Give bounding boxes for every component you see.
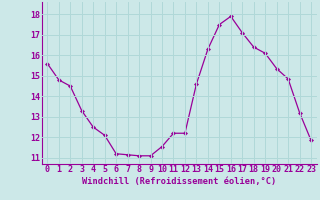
X-axis label: Windchill (Refroidissement éolien,°C): Windchill (Refroidissement éolien,°C) — [82, 177, 276, 186]
